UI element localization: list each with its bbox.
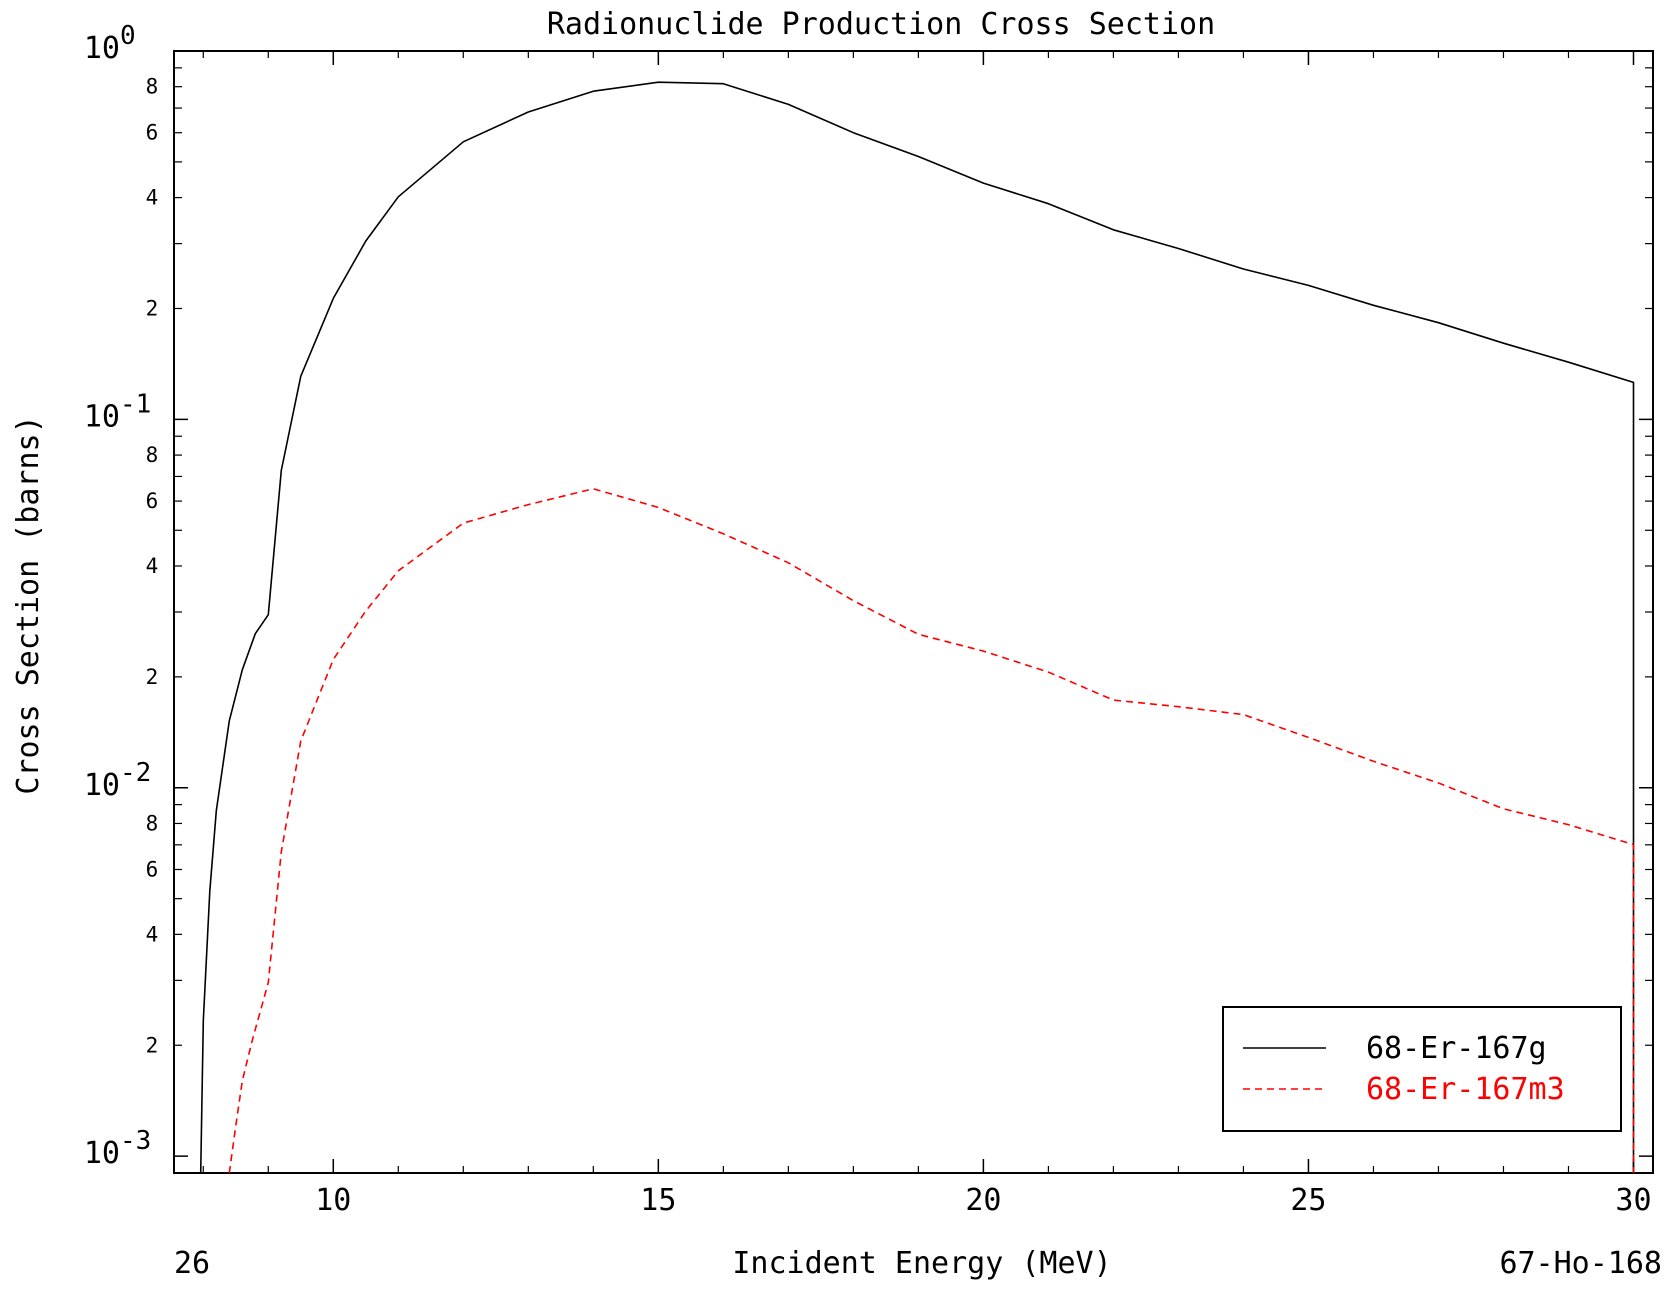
- chart-title: Radionuclide Production Cross Section: [547, 7, 1215, 42]
- footer-right-label: 67-Ho-168: [1499, 1246, 1662, 1281]
- y-minor-tick-label: 4: [146, 922, 159, 946]
- y-decade-exponent: 0: [120, 21, 136, 51]
- y-decade-exponent: -2: [120, 758, 151, 788]
- x-tick-label: 15: [640, 1183, 676, 1218]
- y-minor-tick-label: 6: [146, 121, 159, 145]
- x-tick-label: 10: [315, 1183, 351, 1218]
- y-decade-exponent: -1: [120, 389, 151, 419]
- y-decade-label: 10: [84, 399, 120, 434]
- y-minor-tick-label: 2: [146, 1033, 159, 1057]
- x-axis-label: Incident Energy (MeV): [732, 1246, 1111, 1281]
- plot-frame: [173, 50, 1654, 1174]
- y-decade-label: 10: [84, 768, 120, 803]
- y-minor-tick-label: 2: [146, 296, 159, 320]
- series-line-0: [199, 81, 1635, 1174]
- legend-box: [1222, 1006, 1622, 1132]
- series-lines: [199, 81, 1635, 1174]
- y-decade-label: 10: [84, 31, 120, 66]
- y-minor-tick-label: 6: [146, 857, 159, 881]
- legend-label-series-1: 68-Er-167m3: [1366, 1072, 1565, 1107]
- y-minor-tick-label: 4: [146, 554, 159, 578]
- y-minor-tick-label: 4: [146, 186, 159, 210]
- x-tick-label: 30: [1615, 1183, 1651, 1218]
- legend-label-series-0: 68-Er-167g: [1366, 1031, 1547, 1066]
- y-decade-exponent: -3: [120, 1126, 151, 1156]
- y-minor-tick-label: 6: [146, 489, 159, 513]
- x-tick-label: 20: [965, 1183, 1001, 1218]
- y-minor-tick-label: 8: [146, 75, 159, 99]
- x-tick-label: 25: [1290, 1183, 1326, 1218]
- series-line-1: [228, 487, 1635, 1174]
- chart-title-partial: (?,?): [836, 0, 926, 4]
- footer-left-label: 26: [174, 1246, 210, 1281]
- y-minor-tick-label: 8: [146, 443, 159, 467]
- y-decade-label: 10: [84, 1136, 120, 1171]
- y-minor-tick-label: 8: [146, 811, 159, 835]
- y-axis-label: Cross Section (barns): [11, 415, 46, 794]
- legend: 68-Er-167g 68-Er-167m3: [1222, 1006, 1622, 1132]
- y-minor-tick-label: 2: [146, 665, 159, 689]
